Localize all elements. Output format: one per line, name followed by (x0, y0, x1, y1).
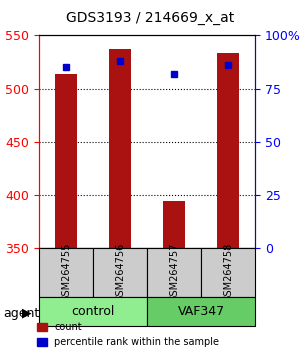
Text: GSM264755: GSM264755 (61, 243, 71, 302)
Text: control: control (71, 305, 115, 318)
FancyBboxPatch shape (93, 248, 147, 297)
Text: agent: agent (3, 307, 39, 320)
FancyBboxPatch shape (147, 248, 201, 297)
Legend: count, percentile rank within the sample: count, percentile rank within the sample (35, 320, 221, 349)
Bar (109, 49, 131, 248)
Text: GSM264758: GSM264758 (223, 243, 233, 302)
Text: GSM264756: GSM264756 (115, 243, 125, 302)
Text: GDS3193 / 214669_x_at: GDS3193 / 214669_x_at (66, 11, 234, 25)
Text: VAF347: VAF347 (177, 305, 225, 318)
Bar (163, 201, 185, 248)
Bar (217, 53, 239, 248)
Text: GSM264757: GSM264757 (169, 243, 179, 302)
FancyBboxPatch shape (39, 248, 93, 297)
Text: ▶: ▶ (22, 307, 32, 320)
FancyBboxPatch shape (39, 297, 147, 326)
Bar (55, 74, 77, 248)
FancyBboxPatch shape (201, 248, 255, 297)
FancyBboxPatch shape (147, 297, 255, 326)
